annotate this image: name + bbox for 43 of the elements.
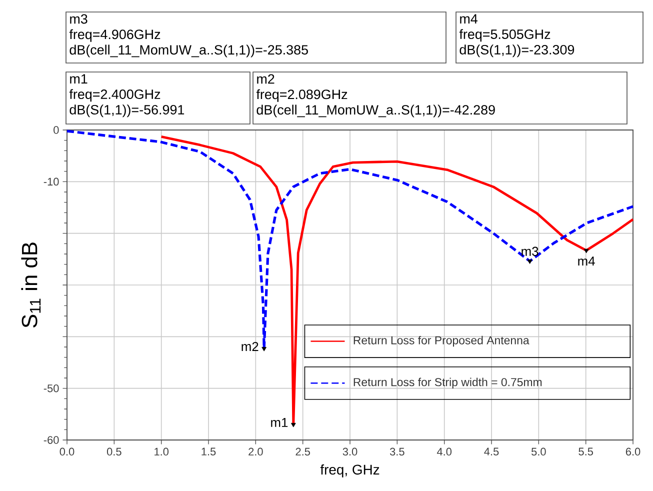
annotation: m2 bbox=[242, 342, 258, 352]
y-tick-label: 0 bbox=[54, 126, 59, 134]
point bbox=[262, 347, 267, 352]
x-tick-label: 2.0 bbox=[248, 448, 263, 456]
x-tick-label: 6.0 bbox=[626, 448, 640, 456]
legend-label: Return Loss for Strip width = 0.75mm bbox=[354, 378, 542, 388]
text: freq=5.505GHz bbox=[459, 29, 550, 42]
text: m1 bbox=[70, 74, 88, 84]
point bbox=[527, 260, 532, 264]
text: freq=2.400GHz bbox=[69, 89, 160, 102]
x-tick-label: 1.5 bbox=[202, 448, 216, 456]
legend-label: Return Loss for Proposed Antenna bbox=[354, 336, 530, 347]
x-tick-label: 3.0 bbox=[342, 448, 358, 456]
point bbox=[584, 248, 589, 254]
annotation: m1 bbox=[271, 418, 288, 427]
x-tick-label: 0.0 bbox=[60, 448, 74, 456]
annotation: m3 bbox=[522, 246, 538, 256]
x-tick-label: 4.0 bbox=[436, 448, 452, 456]
y-axis-title: S$_{11}$ in dB bbox=[21, 242, 41, 328]
text: dB(cell_11_MomUW_a..S(1,1))=-25.385 bbox=[70, 44, 308, 58]
annotation: m4 bbox=[578, 256, 595, 266]
x-tick-label: 0.5 bbox=[106, 448, 122, 456]
x-tick-label: 4.5 bbox=[484, 448, 499, 456]
x-tick-label: 5.0 bbox=[531, 448, 546, 456]
text: dB(S(1,1))=-56.991 bbox=[70, 104, 184, 118]
text: freq=4.906GHz bbox=[69, 29, 160, 42]
text: dB(cell_11_MomUW_a..S(1,1))=-42.289 bbox=[256, 104, 495, 118]
x-axis-title: freq, GHz bbox=[320, 464, 380, 478]
text: freq=2.089GHz bbox=[256, 89, 348, 102]
text: m4 bbox=[460, 14, 478, 24]
x-tick-label: 5.5 bbox=[578, 448, 593, 456]
y-tick-label: -60 bbox=[44, 436, 59, 444]
line-series bbox=[160, 136, 634, 426]
text: m3 bbox=[70, 14, 88, 24]
x-tick-label: 3.5 bbox=[390, 448, 404, 456]
line-series bbox=[66, 130, 634, 350]
y-tick-label: -10 bbox=[44, 178, 59, 186]
text: m2 bbox=[257, 74, 274, 84]
text: dB(S(1,1))=-23.309 bbox=[460, 44, 574, 58]
point bbox=[290, 422, 296, 428]
x-tick-label: 1.0 bbox=[154, 448, 169, 456]
x-tick-label: 2.5 bbox=[296, 448, 310, 456]
y-tick-label: -50 bbox=[44, 384, 59, 392]
